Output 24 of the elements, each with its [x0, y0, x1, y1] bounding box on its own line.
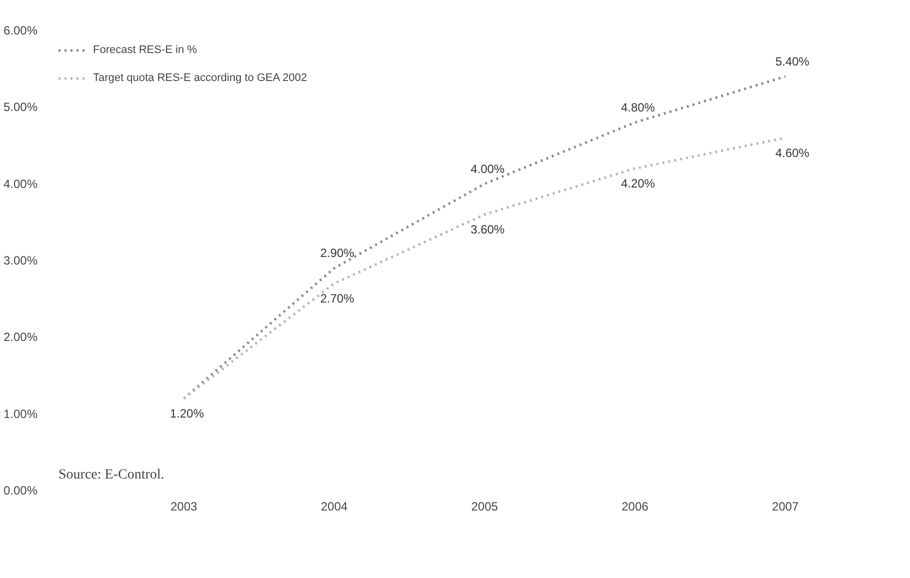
data-label: 3.60% — [470, 222, 505, 236]
data-label: 1.20% — [170, 406, 204, 420]
data-label: 2.90% — [320, 246, 355, 260]
y-tick-label: 6.00% — [3, 24, 38, 38]
legend-label: Forecast RES-E in % — [93, 44, 197, 56]
legend-label: Target quota RES-E according to GEA 2002 — [93, 72, 308, 84]
y-tick-label: 1.00% — [3, 406, 38, 421]
data-label: 4.80% — [620, 100, 656, 114]
x-tick-label: 2005 — [471, 500, 498, 514]
data-label: 4.00% — [470, 162, 505, 176]
y-tick-label: 4.00% — [3, 176, 38, 191]
data-label: 4.20% — [620, 176, 656, 190]
y-tick-label: 2.00% — [3, 330, 38, 344]
x-tick-label: 2003 — [170, 500, 198, 514]
data-label: 2.70% — [320, 292, 355, 306]
y-tick-label: 3.00% — [3, 254, 38, 268]
x-tick-label: 2006 — [622, 500, 649, 514]
data-label: 4.60% — [775, 146, 810, 160]
x-tick-label: 2004 — [320, 500, 348, 514]
y-tick-label: 0.00% — [3, 484, 38, 498]
y-tick-label: 5.00% — [3, 100, 38, 114]
data-label: 5.40% — [775, 54, 810, 68]
annotation: Source: E-Control. — [58, 468, 164, 482]
x-tick-label: 2007 — [772, 500, 799, 514]
